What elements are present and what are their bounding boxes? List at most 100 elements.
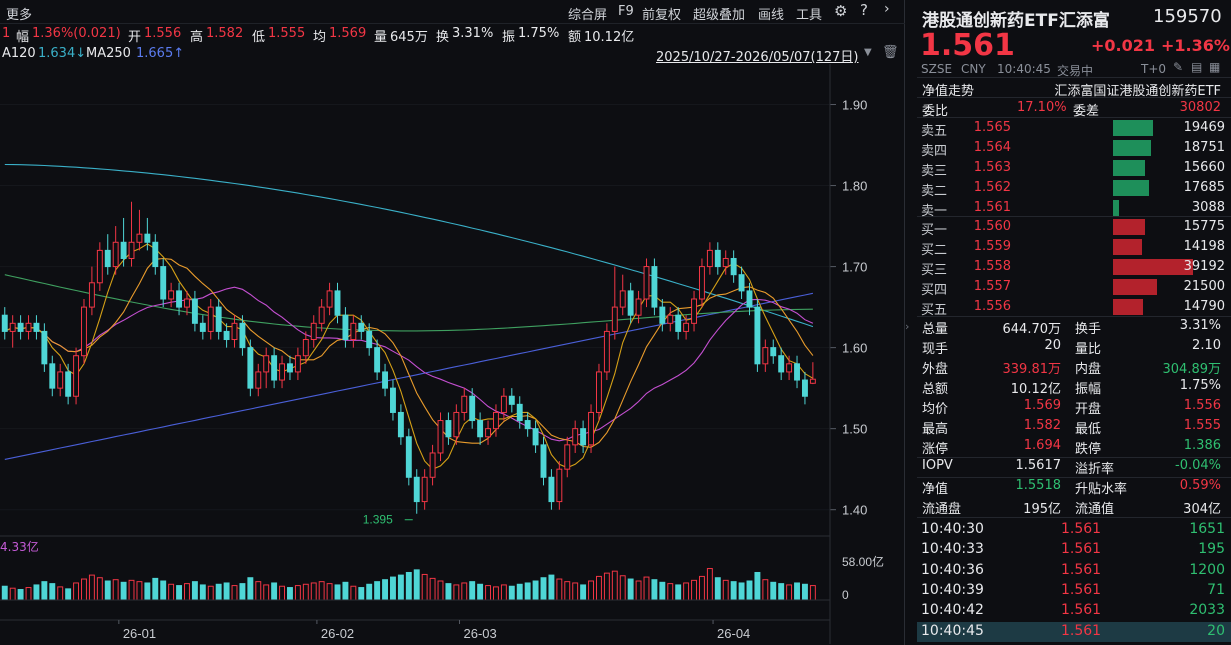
- vol-label: 量: [374, 30, 388, 45]
- chevron-right-icon[interactable]: ›: [884, 1, 890, 17]
- volume-bar: [350, 585, 357, 601]
- volume-bar: [223, 582, 230, 601]
- bids-row[interactable]: 买四 1.557 21500: [917, 277, 1231, 298]
- volume-bar: [302, 583, 309, 601]
- tick-row[interactable]: 10:40:36 1.561 1200: [917, 561, 1231, 581]
- stat-label: 净值: [922, 482, 949, 497]
- candle-body: [65, 371, 72, 397]
- candle-body: [191, 298, 198, 324]
- candle-body: [667, 314, 674, 324]
- more-button[interactable]: 更多: [6, 8, 33, 23]
- x-tick-label: 26-03: [464, 626, 497, 641]
- toolbar-item-tools[interactable]: 工具: [796, 8, 823, 23]
- toolbar-item-adjust[interactable]: 前复权: [642, 8, 682, 23]
- volume-bar: [239, 583, 246, 601]
- candle-body: [405, 436, 412, 478]
- help-icon[interactable]: ?: [860, 1, 868, 19]
- quote-summary-row: 1 幅 1.36%(0.021) 开 1.556 高 1.582 低 1.555…: [0, 24, 905, 45]
- ma120-value: 1.634↓: [38, 46, 87, 61]
- volume-bar: [738, 582, 745, 601]
- weibi-label: 委比: [922, 104, 949, 119]
- stat-label: 总量: [922, 322, 949, 337]
- volume-bar: [762, 579, 769, 601]
- pencil-icon[interactable]: ✎: [1173, 60, 1184, 74]
- stat-label: 振幅: [1075, 382, 1102, 397]
- tick-row[interactable]: 10:40:30 1.561 1651: [917, 520, 1231, 540]
- bids-row[interactable]: 买五 1.556 14790: [917, 297, 1231, 318]
- tick-row[interactable]: 10:40:42 1.561 2033: [917, 601, 1231, 621]
- asks-label: 卖五: [921, 124, 948, 139]
- bids-volume-bar: [1113, 219, 1146, 235]
- candle-body: [556, 468, 563, 503]
- date-range[interactable]: 2025/10/27-2026/05/07(127日): [656, 50, 859, 65]
- volume-bar: [184, 583, 190, 601]
- trash-icon[interactable]: 🗑: [882, 45, 899, 60]
- toolbar-item-f9[interactable]: F9: [618, 4, 634, 19]
- bids-row[interactable]: 买一 1.560 15775: [917, 217, 1231, 238]
- asks-row[interactable]: 卖四 1.564 18751: [917, 138, 1231, 159]
- candle-body: [128, 241, 135, 259]
- asks-qty: 15660: [1183, 160, 1225, 175]
- candle-body: [508, 395, 515, 405]
- candle-body: [247, 347, 254, 389]
- y-tick-label: 1.60: [842, 341, 867, 356]
- volume-bar: [382, 579, 388, 601]
- candle-body: [714, 249, 721, 268]
- candle-body: [9, 322, 16, 332]
- stat-value: 1.582: [1023, 418, 1061, 433]
- toolbar-item-draw[interactable]: 画线: [758, 8, 785, 23]
- candle-body: [73, 355, 80, 397]
- candle-body: [168, 290, 175, 300]
- kline-chart-area[interactable]: 更多 综合屏 F9 前复权 超级叠加 画线 工具 ⚙ ? › 1 幅 1.36%…: [0, 0, 905, 645]
- candle-body: [144, 233, 151, 243]
- exchange: SZSE: [921, 62, 953, 76]
- toolbar-item-overlay[interactable]: 超级叠加: [693, 8, 746, 23]
- tick-row[interactable]: 10:40:45 1.561 20: [917, 621, 1231, 642]
- asks-row[interactable]: 卖五 1.565 19469: [917, 118, 1231, 139]
- asks-row[interactable]: 卖一 1.561 3088: [917, 198, 1231, 219]
- volume-bar: [405, 571, 412, 601]
- candle-body: [738, 274, 745, 292]
- asks-volume-bar: [1113, 140, 1152, 156]
- dropdown-triangle-icon[interactable]: ▼: [864, 47, 872, 58]
- candle-body: [548, 476, 555, 503]
- asks-row[interactable]: 卖二 1.562 17685: [917, 178, 1231, 199]
- kline-svg[interactable]: 1.90 1.80 1.70 1.60 1.50 1.40 1.395 58.00亿 0 26-0…: [0, 64, 904, 645]
- gear-icon[interactable]: ⚙: [834, 2, 848, 20]
- candle-body: [453, 411, 460, 438]
- candle-body: [397, 411, 404, 438]
- asks-qty: 17685: [1183, 180, 1225, 195]
- volume-bar: [596, 575, 602, 601]
- candle-body: [461, 395, 468, 413]
- bids-price: 1.558: [973, 259, 1011, 274]
- collapse-arrow-icon[interactable]: ›: [905, 320, 910, 333]
- bids-row[interactable]: 买二 1.559 14198: [917, 237, 1231, 258]
- toolbar-item-overview[interactable]: 综合屏: [568, 8, 608, 23]
- candle-body: [41, 330, 48, 365]
- asks-row[interactable]: 卖三 1.563 15660: [917, 158, 1231, 179]
- fund-code: 159570: [1153, 6, 1222, 27]
- bids-volume-bar: [1113, 279, 1157, 295]
- candle-body: [17, 322, 24, 332]
- stat-label: 现手: [922, 342, 949, 357]
- volume-bar: [453, 584, 460, 601]
- candle-body: [493, 411, 499, 430]
- tick-time: 10:40:36: [921, 561, 984, 578]
- stat-value: -0.04%: [1175, 458, 1221, 473]
- tick-row[interactable]: 10:40:33 1.561 195: [917, 540, 1231, 560]
- volume-bar: [778, 583, 785, 601]
- grid-icon[interactable]: ▦: [1209, 60, 1221, 74]
- bids-row[interactable]: 买三 1.558 39192: [917, 257, 1231, 278]
- volume-bar: [49, 583, 56, 601]
- bids-label: 买二: [921, 243, 948, 258]
- tick-row[interactable]: 10:40:39 1.561 71: [917, 581, 1231, 601]
- volume-bar: [247, 577, 254, 601]
- candle-body: [223, 330, 230, 341]
- layout-icon[interactable]: ▤: [1191, 60, 1203, 74]
- stat-value: 304.89万: [1162, 362, 1222, 377]
- currency: CNY: [961, 62, 986, 76]
- candle-body: [809, 378, 816, 384]
- nav-trend-tab[interactable]: 净值走势: [922, 84, 975, 99]
- volume-bar: [508, 585, 515, 601]
- candle-body: [659, 306, 666, 324]
